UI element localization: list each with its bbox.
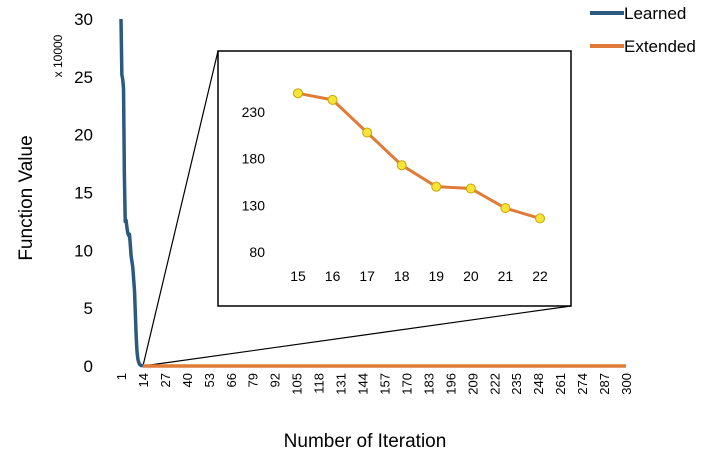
x-tick-label: 261 [553, 373, 568, 395]
x-tick-label: 27 [158, 373, 173, 387]
inset-data-point [431, 181, 442, 192]
zoom-connector-top [142, 50, 219, 367]
inset-x-tick-label: 19 [428, 268, 444, 284]
x-tick-label: 14 [136, 373, 151, 387]
x-tick-label: 92 [268, 373, 283, 387]
x-tick-label: 1 [114, 373, 129, 380]
x-tick-label: 274 [575, 373, 590, 395]
x-tick-label: 144 [356, 373, 371, 395]
x-tick-label: 209 [465, 373, 480, 395]
x-tick-label: 300 [619, 373, 634, 395]
main-series-group [119, 18, 626, 368]
inset-data-point [500, 203, 511, 214]
y-tick-label: 0 [84, 357, 93, 376]
inset-x-tick-label: 21 [498, 268, 514, 284]
x-tick-label: 170 [399, 373, 414, 395]
x-tick-label: 105 [290, 373, 305, 395]
inset-data-point [535, 213, 545, 224]
inset-y-tick-label: 230 [242, 104, 266, 120]
x-tick-label: 196 [443, 373, 458, 395]
x-tick-label: 157 [377, 373, 392, 395]
x-axis-ticks: 1 14 27 40 53 66 79 92 105 118 131 144 157 170 183 196 2… [114, 373, 634, 395]
y-tick-label: 5 [84, 299, 93, 318]
y-tick-label: 10 [74, 241, 93, 260]
y-tick-label: 25 [74, 68, 93, 87]
y-tick-label: 30 [74, 10, 93, 29]
inset-series-line [297, 91, 541, 220]
legend: Learned Extended [590, 4, 696, 56]
legend-label-extended: Extended [624, 37, 696, 56]
x-tick-label: 235 [509, 373, 524, 395]
inset-data-point [327, 94, 338, 105]
x-tick-label: 40 [180, 373, 195, 387]
inset-data-point [293, 88, 303, 99]
y-axis-multiplier: x 10000 [51, 34, 65, 77]
x-tick-label: 131 [334, 373, 349, 395]
inset-y-tick-label: 180 [242, 151, 266, 167]
x-tick-label: 287 [597, 373, 612, 395]
x-tick-label: 53 [202, 373, 217, 387]
y-axis-title: Function Value [16, 135, 37, 260]
x-tick-label: 222 [487, 373, 502, 395]
inset-y-tick-label: 80 [249, 244, 265, 260]
y-tick-label: 15 [74, 184, 93, 203]
inset-data-point [362, 127, 373, 138]
inset-x-tick-label: 20 [463, 268, 479, 284]
series-line-learned [119, 18, 144, 368]
inset-chart: 80 130 180 230 15 16 17 18 19 20 21 22 [242, 88, 548, 284]
x-axis-title: Number of Iteration [284, 431, 447, 452]
x-tick-label: 118 [312, 373, 327, 394]
inset-x-tick-label: 18 [394, 268, 410, 284]
inset-x-tick-label: 17 [359, 268, 375, 284]
x-tick-label: 183 [421, 373, 436, 395]
inset-data-point [465, 183, 476, 194]
y-axis-ticks: 0 5 10 15 20 25 30 [74, 10, 93, 376]
zoom-connector-bottom [142, 305, 572, 367]
x-tick-label: 248 [531, 373, 546, 395]
inset-x-tick-label: 16 [325, 268, 341, 284]
x-tick-label: 66 [224, 373, 239, 387]
inset-frame [217, 50, 572, 307]
x-tick-label: 79 [246, 373, 261, 387]
legend-label-learned: Learned [624, 4, 686, 23]
y-tick-label: 20 [74, 126, 93, 145]
inset-x-tick-label: 22 [532, 268, 548, 284]
inset-data-point [396, 160, 407, 171]
inset-x-tick-label: 15 [290, 268, 306, 284]
inset-y-tick-label: 130 [242, 197, 266, 213]
